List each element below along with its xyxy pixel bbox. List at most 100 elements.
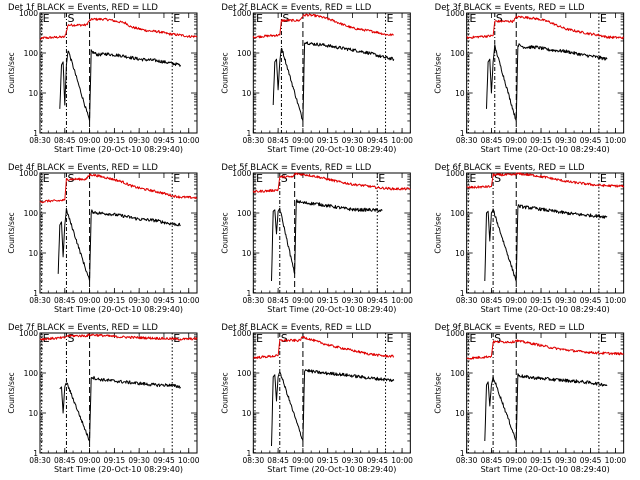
x-tick-label: 08:30: [29, 136, 51, 145]
x-tick-label: 09:00: [292, 296, 314, 305]
x-axis-label: Start Time (20-Oct-10 08:29:40): [481, 305, 610, 314]
plot-frame: [252, 332, 411, 454]
panel-det-5: Det 5f BLACK = Events, RED = LLD 1 10 100 10…: [220, 163, 413, 314]
x-tick-label: 08:30: [456, 136, 478, 145]
y-tick-label: 10: [455, 89, 465, 98]
x-tick-label: 08:30: [29, 456, 51, 465]
series-lld-line: [466, 15, 625, 40]
y-tick-label: 100: [237, 369, 252, 378]
x-tick-label: 09:45: [580, 456, 602, 465]
y-tick-label: 10: [242, 89, 252, 98]
series-events-line: [484, 373, 608, 442]
x-tick-label: 09:45: [580, 136, 602, 145]
panel-det-3: Det 3f BLACK = Events, RED = LLD 1 10 100 10…: [434, 3, 627, 154]
x-tick-label: 09:30: [342, 456, 364, 465]
event-marker-label: E: [378, 172, 385, 185]
x-tick-label: 08:45: [481, 136, 503, 145]
x-tick-label: 09:00: [505, 296, 527, 305]
series-lld-line: [39, 173, 198, 204]
plot-frame: [39, 12, 198, 134]
x-tick-label: 08:45: [481, 296, 503, 305]
x-tick-label: 09:45: [366, 296, 388, 305]
event-marker-label: E: [600, 12, 607, 25]
y-axis-label: Counts/sec: [7, 212, 16, 253]
panel-title: Det 2f BLACK = Events, RED = LLD: [221, 3, 371, 13]
panel-det-7: Det 7f BLACK = Events, RED = LLD 1 10 100 10…: [7, 323, 200, 474]
event-marker-label: S: [67, 12, 74, 25]
y-tick-label: 1: [247, 129, 252, 138]
event-marker-label: E: [43, 332, 50, 345]
y-tick-label: 1000: [232, 329, 251, 338]
panel-title: Det 4f BLACK = Events, RED = LLD: [8, 163, 158, 173]
y-tick-label: 1: [33, 449, 38, 458]
y-tick-label: 1000: [446, 169, 465, 178]
series-events-line: [271, 199, 383, 282]
x-axis-label: Start Time (20-Oct-10 08:29:40): [54, 305, 183, 314]
x-tick-label: 09:00: [505, 136, 527, 145]
x-tick-label: 08:45: [481, 456, 503, 465]
event-marker-label: S: [494, 172, 501, 185]
plot-frame: [252, 172, 411, 294]
y-tick-label: 1: [460, 129, 465, 138]
plot-frame: [252, 12, 411, 134]
y-tick-label: 1: [33, 129, 38, 138]
x-tick-label: 09:30: [128, 456, 150, 465]
x-tick-label: 08:30: [456, 296, 478, 305]
x-axis-label: Start Time (20-Oct-10 08:29:40): [481, 465, 610, 474]
y-tick-label: 1: [460, 449, 465, 458]
x-tick-label: 08:30: [29, 296, 51, 305]
event-marker-label: E: [600, 332, 607, 345]
series-lld-line: [466, 172, 625, 189]
y-tick-label: 10: [455, 409, 465, 418]
x-tick-label: 08:45: [267, 456, 289, 465]
x-tick-label: 08:45: [267, 136, 289, 145]
x-tick-label: 08:45: [54, 296, 76, 305]
y-tick-label: 10: [28, 89, 38, 98]
x-tick-label: 10:00: [178, 136, 200, 145]
x-tick-label: 10:00: [605, 456, 627, 465]
y-axis-label: Counts/sec: [434, 372, 443, 413]
series-events-line: [57, 207, 181, 282]
event-marker-label: S: [67, 332, 74, 345]
panel-det-9: Det 9f BLACK = Events, RED = LLD 1 10 100 10…: [434, 323, 627, 474]
event-marker-label: E: [600, 172, 607, 185]
event-marker-label: E: [469, 12, 476, 25]
y-tick-label: 100: [24, 369, 39, 378]
x-axis-label: Start Time (20-Oct-10 08:29:40): [54, 465, 183, 474]
y-tick-label: 100: [450, 49, 465, 58]
event-marker-label: E: [256, 12, 263, 25]
panel-det-6: Det 6f BLACK = Events, RED = LLD 1 10 100 10…: [434, 163, 627, 314]
x-tick-label: 09:15: [530, 136, 552, 145]
y-tick-label: 100: [450, 209, 465, 218]
y-axis-label: Counts/sec: [434, 212, 443, 253]
x-tick-label: 09:45: [366, 456, 388, 465]
series-lld-line: [252, 172, 411, 193]
panel-det-8: Det 8f BLACK = Events, RED = LLD 1 10 100 10…: [220, 323, 413, 474]
x-tick-label: 09:00: [292, 456, 314, 465]
plot-frame: [466, 332, 625, 454]
x-tick-label: 08:30: [456, 456, 478, 465]
y-axis-label: Counts/sec: [220, 52, 229, 93]
x-tick-label: 09:30: [342, 296, 364, 305]
x-tick-label: 09:30: [342, 136, 364, 145]
x-tick-label: 09:45: [366, 136, 388, 145]
x-tick-label: 09:45: [153, 456, 175, 465]
y-tick-label: 1000: [232, 169, 251, 178]
x-tick-label: 10:00: [391, 296, 413, 305]
x-tick-label: 08:30: [243, 136, 265, 145]
y-tick-label: 100: [450, 369, 465, 378]
x-tick-label: 08:45: [54, 136, 76, 145]
panel-det-1: Det 1f BLACK = Events, RED = LLD 1 10 100 10…: [7, 3, 200, 154]
x-axis-label: Start Time (20-Oct-10 08:29:40): [481, 145, 610, 154]
x-tick-label: 09:45: [153, 136, 175, 145]
y-tick-label: 10: [242, 249, 252, 258]
panel-title: Det 3f BLACK = Events, RED = LLD: [435, 3, 585, 13]
y-tick-label: 1: [460, 289, 465, 298]
plot-frame: [466, 12, 625, 134]
panel-title: Det 7f BLACK = Events, RED = LLD: [8, 323, 158, 333]
panel-title: Det 5f BLACK = Events, RED = LLD: [221, 163, 371, 173]
plot-frame: [39, 332, 198, 454]
x-tick-label: 09:15: [530, 296, 552, 305]
event-marker-label: E: [256, 172, 263, 185]
